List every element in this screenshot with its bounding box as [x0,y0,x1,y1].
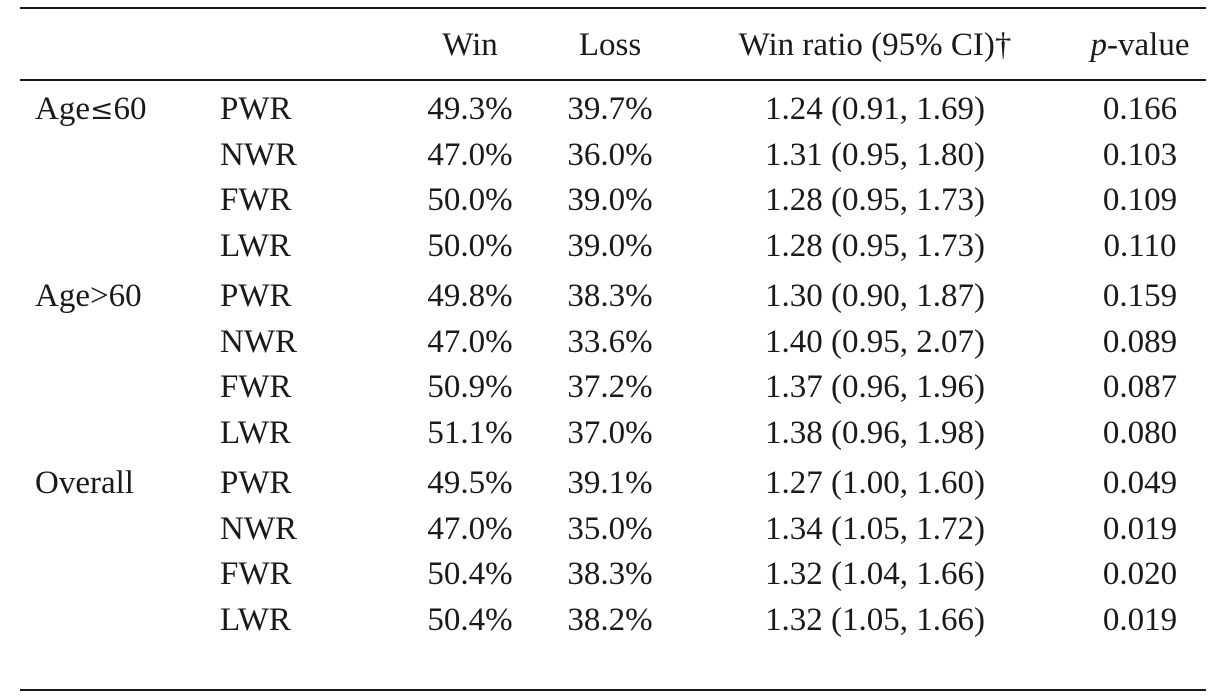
cell-win: 50.0% [427,227,513,264]
header-p-value: p-value [1050,25,1228,65]
table-top-rule [20,7,1206,9]
header-p-italic: p [1090,27,1108,63]
group-label-text: Age [35,91,90,127]
cell-loss: 37.2% [567,369,653,405]
cell-loss: 37.0% [567,414,653,451]
cell-win-ratio: 1.38 (0.96, 1.98) [765,414,985,451]
group-label-value: 60 [108,278,142,314]
group-label: Age>60 [35,276,142,316]
cell-win-ratio: 1.24 (0.91, 1.69) [765,91,985,127]
cell-p-value: 0.089 [1102,323,1178,360]
cell-win: 51.1% [427,414,513,451]
cell-p-value: 0.159 [1102,278,1178,314]
cell-method: FWR [220,182,292,218]
cell-method: NWR [220,510,297,547]
cell-method: LWR [220,414,291,451]
cell-method: NWR [220,136,297,173]
cell-win: 49.5% [427,465,513,501]
cell-loss: 39.7% [567,91,653,127]
group-label-text: Age [35,278,90,314]
cell-method: PWR [220,465,292,501]
cell-win: 47.0% [427,136,513,173]
cell-win-ratio: 1.30 (0.90, 1.87) [765,278,985,314]
header-win-ratio: Win ratio (95% CI)† [738,27,1012,63]
cell-win-ratio: 1.28 (0.95, 1.73) [765,182,985,218]
cell-win: 50.9% [427,369,513,405]
group-label-value: 60 [113,91,147,127]
cell-win-ratio: 1.37 (0.96, 1.96) [765,369,985,405]
table-header-rule [20,79,1206,81]
cell-loss: 38.2% [567,601,653,638]
cell-p-value: 0.166 [1102,91,1178,127]
cell-loss: 39.1% [567,465,653,501]
header-loss: Loss [578,27,642,63]
cell-win-ratio: 1.34 (1.05, 1.72) [765,510,985,547]
cell-p-value: 0.110 [1103,227,1177,264]
group-label-text: Overall [35,465,134,501]
cell-win: 50.0% [427,182,513,218]
group-label-symbol: ≤ [89,93,114,126]
cell-win-ratio: 1.40 (0.95, 2.07) [765,323,985,360]
cell-p-value: 0.019 [1102,601,1178,638]
cell-win-ratio: 1.32 (1.04, 1.66) [765,556,985,592]
cell-method: PWR [220,278,292,314]
group-label: Overall [35,463,134,503]
cell-p-value: 0.103 [1102,136,1178,173]
cell-p-value: 0.109 [1102,182,1178,218]
header-win: Win [442,27,498,63]
cell-loss: 36.0% [567,136,653,173]
cell-p-value: 0.080 [1102,414,1178,451]
cell-win: 50.4% [427,556,513,592]
cell-loss: 35.0% [567,510,653,547]
cell-loss: 38.3% [567,556,653,592]
cell-win-ratio: 1.32 (1.05, 1.66) [765,601,985,638]
group-label: Age≤60 [35,89,146,130]
cell-loss: 39.0% [567,182,653,218]
cell-win-ratio: 1.27 (1.00, 1.60) [765,465,985,501]
cell-p-value: 0.049 [1102,465,1178,501]
cell-method: FWR [220,556,292,592]
table-bottom-rule [20,689,1206,691]
group-label-symbol: > [89,278,109,314]
cell-p-value: 0.087 [1102,369,1178,405]
cell-p-value: 0.019 [1102,510,1178,547]
cell-method: FWR [220,369,292,405]
cell-win: 49.3% [427,91,513,127]
cell-p-value: 0.020 [1102,556,1178,592]
cell-win: 47.0% [427,323,513,360]
cell-method: LWR [220,601,291,638]
cell-win: 47.0% [427,510,513,547]
cell-loss: 33.6% [567,323,653,360]
cell-win: 49.8% [427,278,513,314]
cell-win: 50.4% [427,601,513,638]
cell-method: PWR [220,91,292,127]
cell-method: NWR [220,323,297,360]
cell-loss: 38.3% [567,278,653,314]
cell-loss: 39.0% [567,227,653,264]
cell-win-ratio: 1.28 (0.95, 1.73) [765,227,985,264]
header-p-rest: -value [1107,27,1190,63]
cell-method: LWR [220,227,291,264]
cell-win-ratio: 1.31 (0.95, 1.80) [765,136,985,173]
